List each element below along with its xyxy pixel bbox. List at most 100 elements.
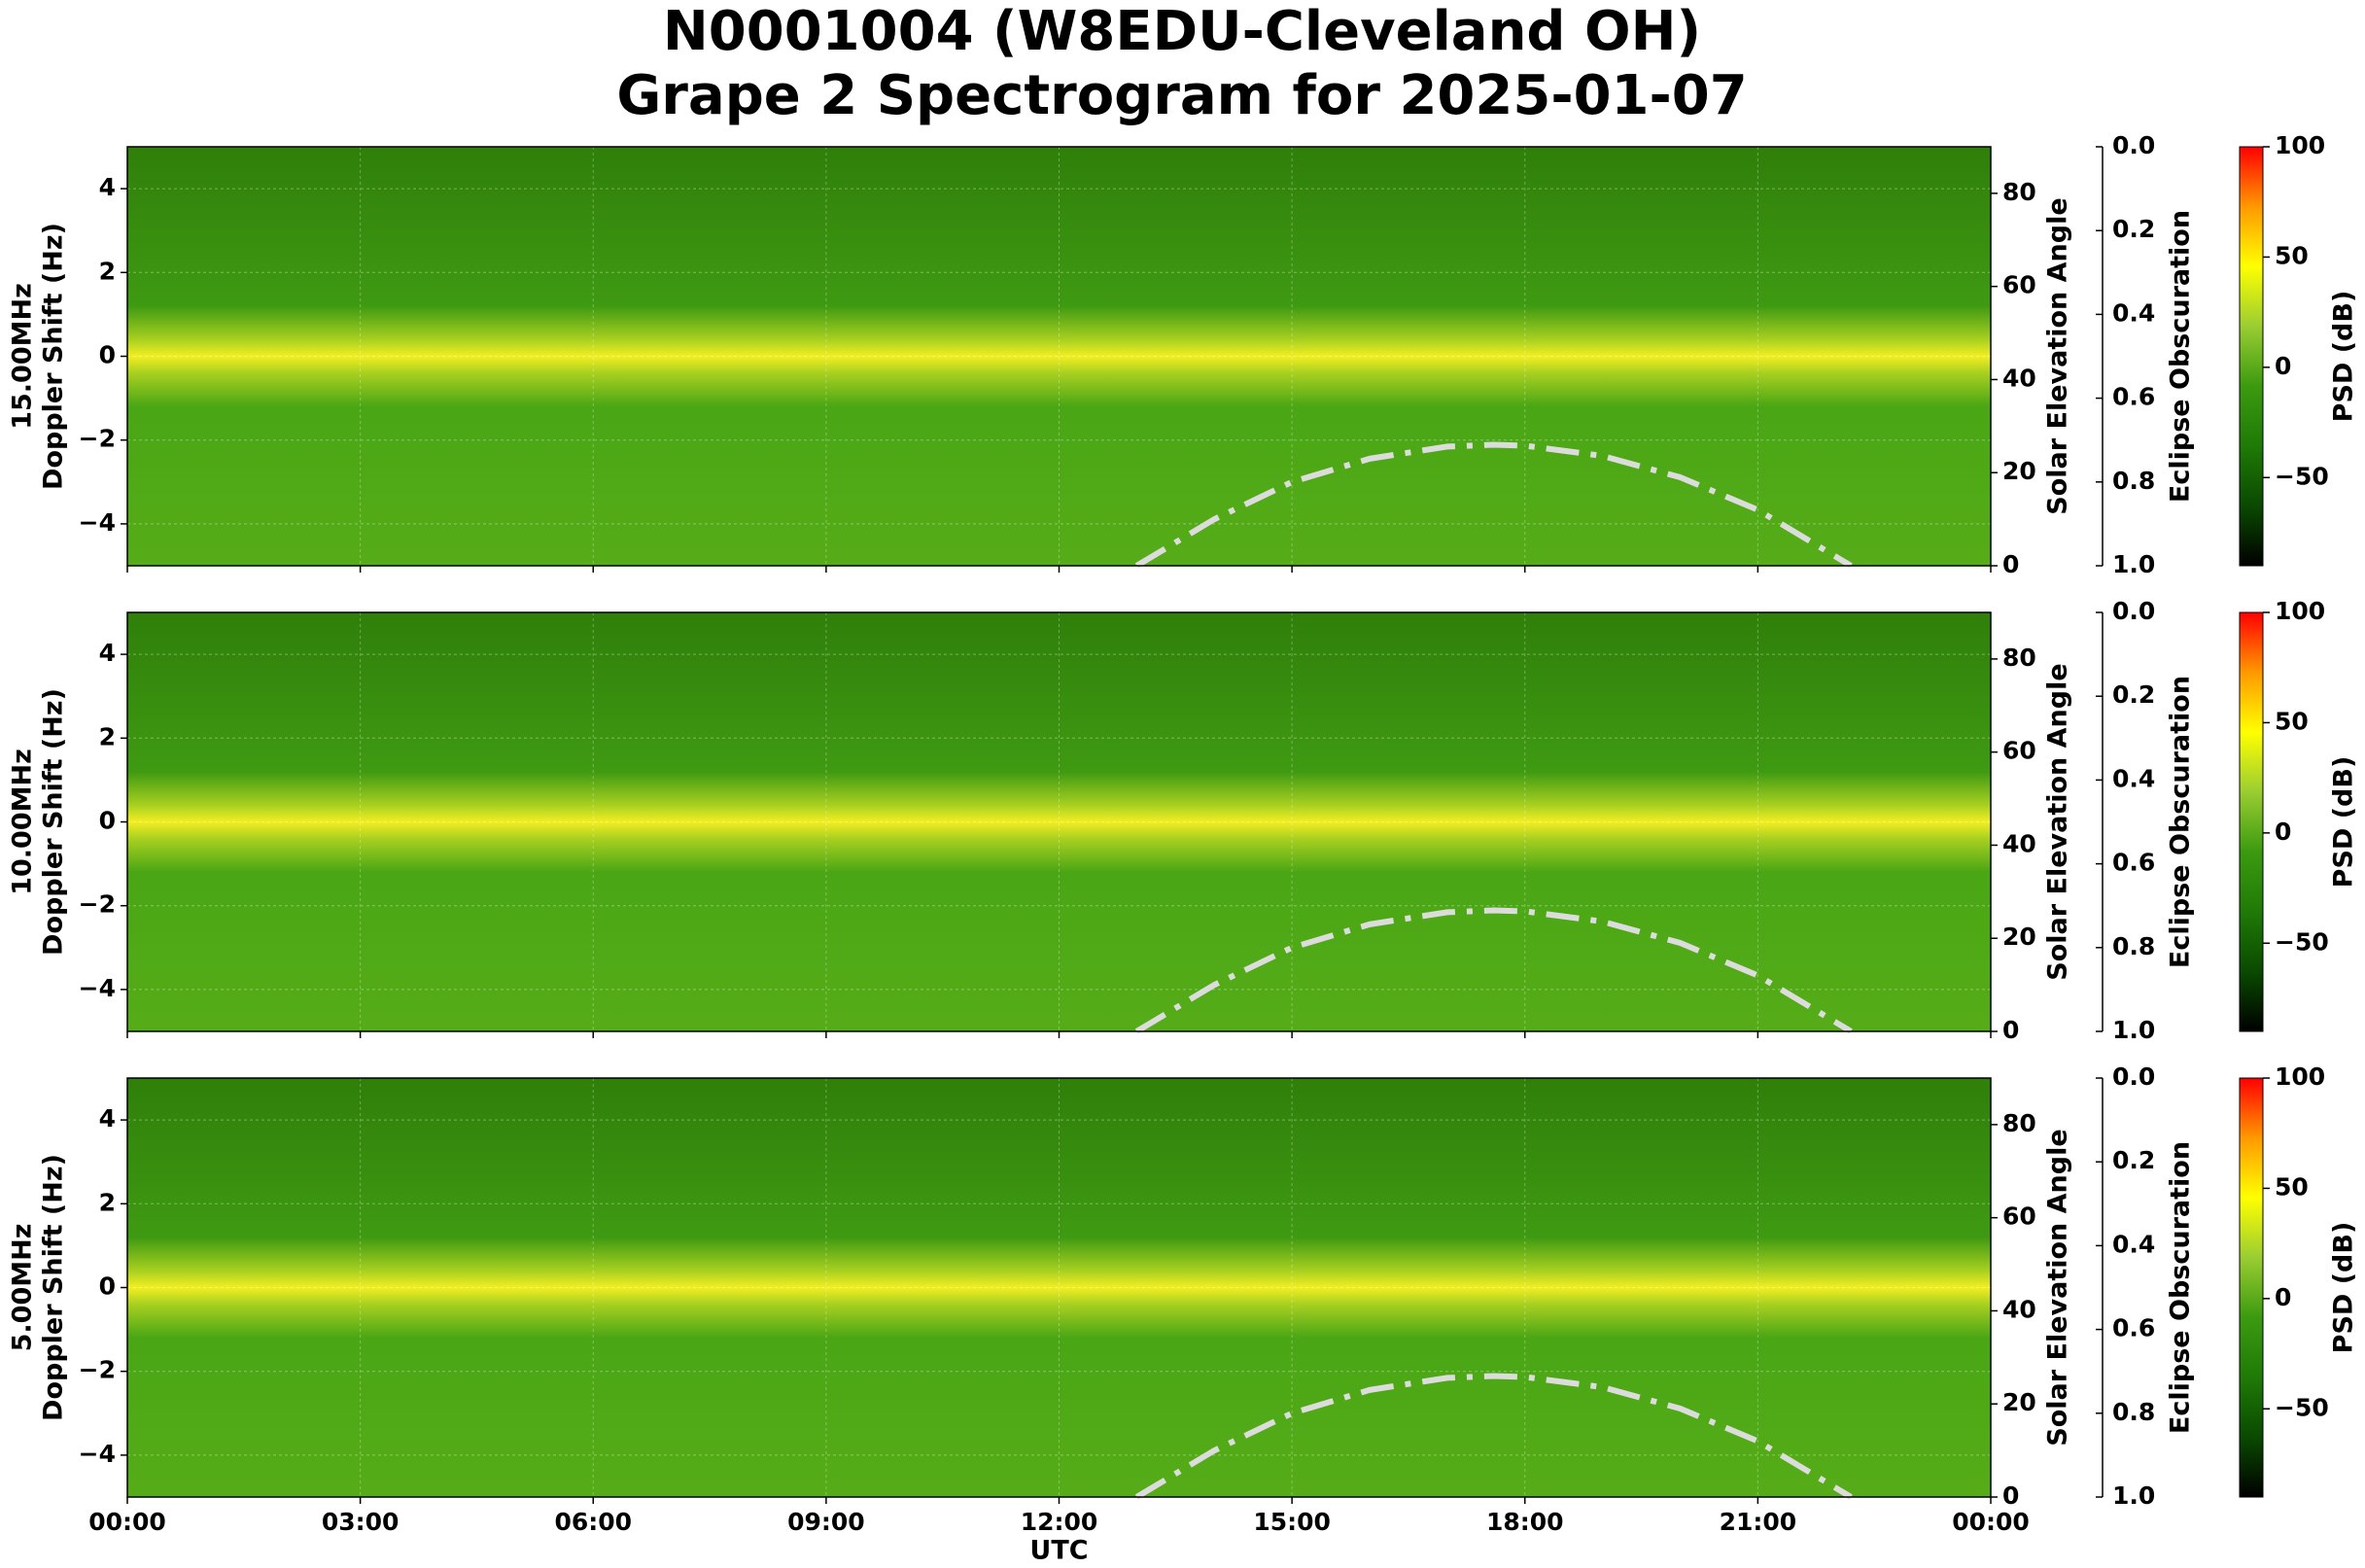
y2-tick-label: 20 bbox=[2002, 457, 2036, 485]
y2-tick-label: 40 bbox=[2002, 1295, 2036, 1323]
colorbar-label: PSD (dB) bbox=[2329, 291, 2359, 423]
colorbar-tick-label: 100 bbox=[2275, 1063, 2325, 1091]
x-tick-label: 00:00 bbox=[1952, 1508, 2030, 1536]
colorbar-tick-label: 100 bbox=[2275, 131, 2325, 159]
y3-tick-label: 0.4 bbox=[2112, 1230, 2155, 1258]
y3-tick-label: 0.8 bbox=[2112, 1398, 2155, 1426]
y3-tick-label: 1.0 bbox=[2112, 550, 2155, 578]
chart-subtitle: Grape 2 Spectrogram for 2025-01-07 bbox=[616, 64, 1747, 127]
colorbar-tick-label: 50 bbox=[2275, 707, 2309, 735]
y3-tick-label: 0.6 bbox=[2112, 383, 2155, 411]
y-tick-label: 2 bbox=[99, 257, 116, 285]
y-tick-label: 2 bbox=[99, 1188, 116, 1216]
y-axis-label: Doppler Shift (Hz) bbox=[39, 688, 69, 956]
x-tick-label: 03:00 bbox=[322, 1508, 400, 1536]
y3-tick-label: 0.4 bbox=[2112, 764, 2155, 792]
spectrogram-image bbox=[127, 147, 1991, 566]
y-axis-label: Doppler Shift (Hz) bbox=[39, 1154, 69, 1421]
y2-tick-label: 60 bbox=[2002, 271, 2036, 299]
y3-tick-label: 0.2 bbox=[2112, 680, 2155, 709]
y3-tick-label: 0.2 bbox=[2112, 1146, 2155, 1174]
colorbar-tick-label: 0 bbox=[2275, 352, 2291, 380]
colorbar bbox=[2239, 611, 2264, 1032]
spectrogram-image bbox=[127, 612, 1991, 1031]
solar-elevation-line bbox=[1134, 1373, 1853, 1500]
spectrogram-image bbox=[127, 1078, 1991, 1497]
y2-tick-label: 20 bbox=[2002, 923, 2036, 951]
y2-tick-label: 40 bbox=[2002, 829, 2036, 857]
y3-tick-label: 0.0 bbox=[2112, 597, 2155, 625]
frequency-label: 15.00MHz bbox=[8, 283, 38, 430]
y2-tick-label: 20 bbox=[2002, 1388, 2036, 1416]
y3-tick-label: 0.0 bbox=[2112, 131, 2155, 159]
chart-title: N0001004 (W8EDU-Cleveland OH) bbox=[663, 0, 1701, 63]
y2-tick-label: 0 bbox=[2002, 1016, 2019, 1044]
x-tick-label: 12:00 bbox=[1021, 1508, 1098, 1536]
colorbar-tick-label: 0 bbox=[2275, 1283, 2291, 1311]
frequency-label: 10.00MHz bbox=[8, 749, 38, 895]
y2-tick-label: 60 bbox=[2002, 1202, 2036, 1231]
y3-tick-label: 0.4 bbox=[2112, 298, 2155, 327]
colorbar-label: PSD (dB) bbox=[2329, 1222, 2359, 1354]
x-tick-label: 15:00 bbox=[1253, 1508, 1331, 1536]
x-tick-label: 21:00 bbox=[1720, 1508, 1797, 1536]
x-tick-label: 09:00 bbox=[787, 1508, 865, 1536]
y-tick-label: −4 bbox=[79, 1440, 116, 1468]
colorbar-tick-label: 50 bbox=[2275, 1172, 2309, 1201]
y-tick-label: 2 bbox=[99, 722, 116, 750]
y-tick-label: 0 bbox=[99, 1272, 116, 1301]
solar-elevation-line bbox=[1134, 907, 1853, 1034]
frequency-label: 5.00MHz bbox=[8, 1224, 38, 1352]
colorbar bbox=[2239, 1077, 2264, 1498]
y2-tick-label: 60 bbox=[2002, 737, 2036, 765]
y3-tick-label: 0.6 bbox=[2112, 1314, 2155, 1342]
plot-frame bbox=[126, 1077, 1992, 1498]
x-tick-label: 06:00 bbox=[554, 1508, 632, 1536]
y-tick-label: 0 bbox=[99, 341, 116, 369]
y3-tick-label: 1.0 bbox=[2112, 1481, 2155, 1510]
y-tick-label: 4 bbox=[99, 173, 116, 201]
y2-axis-label: Solar Elevation Angle bbox=[2043, 663, 2073, 980]
y3-tick-label: 1.0 bbox=[2112, 1016, 2155, 1044]
colorbar-label: PSD (dB) bbox=[2329, 756, 2359, 889]
x-axis-label: UTC bbox=[1029, 1536, 1088, 1566]
y3-tick-label: 0.8 bbox=[2112, 932, 2155, 960]
plot-frame bbox=[126, 611, 1992, 1032]
y-tick-label: −2 bbox=[79, 890, 116, 919]
plot-frame bbox=[126, 146, 1992, 567]
y3-axis-label: Eclipse Obscuration bbox=[2166, 1141, 2196, 1434]
y2-tick-label: 80 bbox=[2002, 644, 2036, 672]
y3-axis-label: Eclipse Obscuration bbox=[2166, 210, 2196, 503]
x-tick-label: 18:00 bbox=[1486, 1508, 1564, 1536]
y-axis-label: Doppler Shift (Hz) bbox=[39, 223, 69, 490]
y2-tick-label: 0 bbox=[2002, 1481, 2019, 1510]
y2-tick-label: 80 bbox=[2002, 1109, 2036, 1137]
x-tick-label: 00:00 bbox=[88, 1508, 166, 1536]
y-tick-label: −2 bbox=[79, 425, 116, 453]
y2-tick-label: 80 bbox=[2002, 178, 2036, 206]
y-tick-label: 4 bbox=[99, 639, 116, 667]
y3-tick-label: 0.6 bbox=[2112, 849, 2155, 877]
y3-tick-label: 0.0 bbox=[2112, 1063, 2155, 1091]
y3-tick-label: 0.2 bbox=[2112, 215, 2155, 243]
y3-tick-label: 0.8 bbox=[2112, 467, 2155, 495]
colorbar-tick-label: 0 bbox=[2275, 818, 2291, 846]
colorbar-tick-label: −50 bbox=[2275, 927, 2329, 956]
colorbar-tick-label: −50 bbox=[2275, 1393, 2329, 1421]
colorbar-tick-label: 50 bbox=[2275, 241, 2309, 269]
y-tick-label: −2 bbox=[79, 1356, 116, 1384]
y-tick-label: −4 bbox=[79, 508, 116, 537]
y-tick-label: 4 bbox=[99, 1104, 116, 1132]
solar-elevation-line bbox=[1134, 441, 1853, 569]
y-tick-label: 0 bbox=[99, 807, 116, 835]
y2-axis-label: Solar Elevation Angle bbox=[2043, 197, 2073, 514]
colorbar bbox=[2239, 146, 2264, 567]
colorbar-tick-label: −50 bbox=[2275, 462, 2329, 490]
y2-tick-label: 0 bbox=[2002, 550, 2019, 578]
y2-axis-label: Solar Elevation Angle bbox=[2043, 1129, 2073, 1446]
y3-axis-label: Eclipse Obscuration bbox=[2166, 676, 2196, 968]
y2-tick-label: 40 bbox=[2002, 364, 2036, 392]
y-tick-label: −4 bbox=[79, 974, 116, 1002]
colorbar-tick-label: 100 bbox=[2275, 597, 2325, 625]
